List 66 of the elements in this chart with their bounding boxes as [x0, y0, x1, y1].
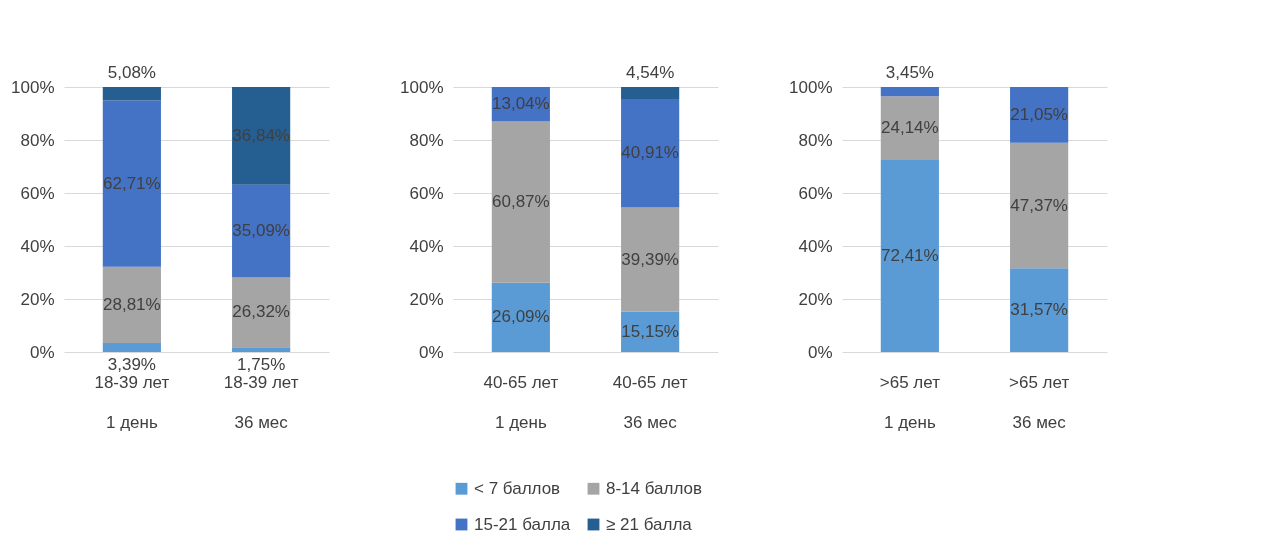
- y-tick-label: 60%: [20, 183, 55, 203]
- y-tick-label: 100%: [11, 77, 55, 97]
- bar: [880, 87, 939, 97]
- category-label: 18-39 лет 1 день: [94, 372, 170, 432]
- data-label: 62,71%: [103, 173, 161, 193]
- y-tick-label: 60%: [409, 183, 444, 203]
- bar: [621, 87, 680, 100]
- data-label: 28,81%: [103, 294, 161, 314]
- bar: [491, 121, 550, 283]
- bar: [880, 96, 939, 161]
- data-label: 24,14%: [881, 118, 939, 138]
- bar: [102, 100, 161, 267]
- data-label: 47,37%: [1010, 195, 1068, 215]
- data-label: 3,45%: [885, 63, 934, 82]
- legend-label: 8-14 баллов: [606, 478, 703, 498]
- data-label: 5,08%: [107, 63, 156, 83]
- data-label: 13,04%: [492, 94, 550, 114]
- y-tick-label: 80%: [409, 130, 444, 150]
- category-label: >65 лет 36 мес: [1009, 372, 1070, 432]
- legend-label: ≥ 21 балла: [606, 514, 693, 534]
- data-label: 31,57%: [1010, 300, 1068, 320]
- data-label: 36,84%: [232, 125, 290, 145]
- bar: [102, 87, 161, 101]
- bar: [621, 99, 680, 208]
- legend-label: < 7 баллов: [474, 478, 561, 498]
- bar: [232, 184, 291, 278]
- bar: [1010, 268, 1069, 352]
- bar: [621, 207, 680, 312]
- y-tick-label: 40%: [798, 236, 833, 256]
- data-label: 60,87%: [492, 192, 550, 212]
- category-label: 40-65 лет 1 день: [483, 372, 559, 432]
- y-tick-label: 60%: [798, 183, 833, 203]
- data-label: 40,91%: [621, 143, 679, 163]
- data-label: 26,09%: [492, 307, 550, 327]
- y-tick-label: 20%: [409, 289, 444, 309]
- y-tick-label: 0%: [807, 342, 833, 362]
- data-label: 15,15%: [621, 321, 679, 341]
- data-label: 3,39%: [107, 355, 156, 374]
- legend-label: 15-21 балла: [474, 514, 571, 534]
- y-tick-label: 0%: [418, 342, 444, 362]
- bar: [102, 266, 161, 344]
- y-tick-label: 100%: [400, 77, 444, 97]
- bar: [232, 347, 291, 352]
- y-tick-label: 40%: [20, 236, 55, 256]
- category-label: 18-39 лет 36 мес: [223, 372, 299, 432]
- y-tick-label: 0%: [29, 342, 55, 362]
- bar: [491, 282, 550, 352]
- data-label: 1,75%: [237, 355, 286, 374]
- bar: [102, 343, 161, 352]
- data-label: 39,39%: [621, 249, 679, 269]
- bar: [1010, 142, 1069, 269]
- category-label: 40-65 лет 36 мес: [612, 372, 688, 432]
- y-tick-label: 20%: [20, 289, 55, 309]
- data-label: 26,32%: [232, 302, 290, 322]
- data-label: 21,05%: [1010, 104, 1068, 124]
- y-tick-label: 80%: [20, 130, 55, 150]
- bar: [232, 87, 291, 185]
- y-tick-label: 20%: [798, 289, 833, 309]
- y-tick-label: 100%: [789, 77, 833, 97]
- y-tick-label: 80%: [798, 130, 833, 150]
- category-label: >65 лет 1 день: [879, 372, 940, 432]
- data-label: 4,54%: [626, 63, 675, 83]
- data-label: 72,41%: [881, 246, 939, 266]
- bar: [880, 160, 939, 352]
- data-label: 35,09%: [232, 221, 290, 241]
- y-tick-label: 40%: [409, 236, 444, 256]
